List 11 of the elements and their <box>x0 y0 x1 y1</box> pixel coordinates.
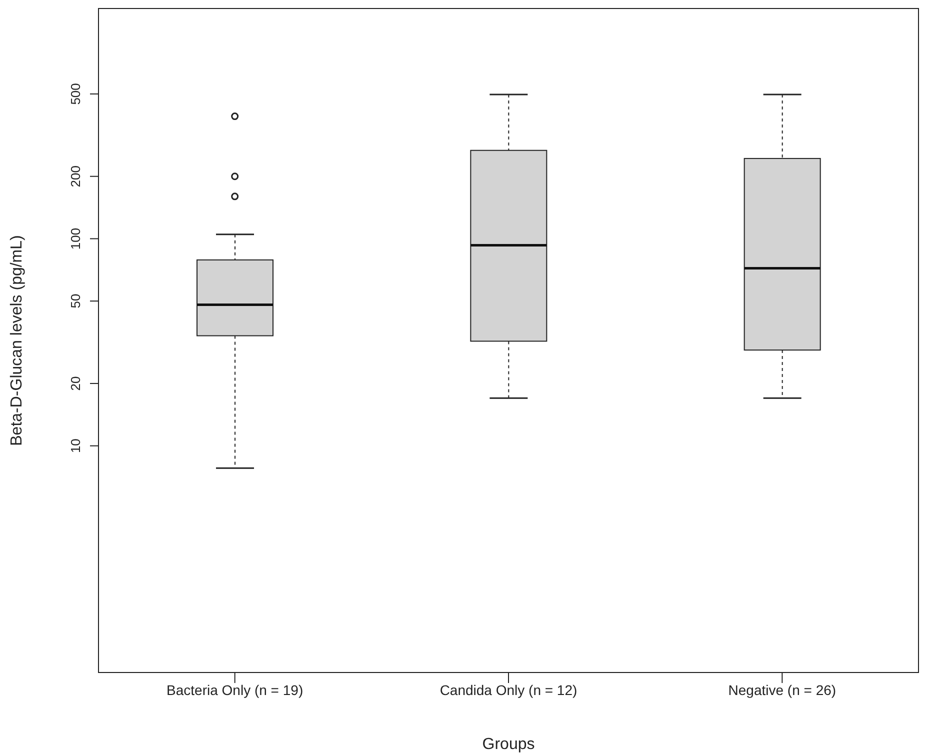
y-tick-label: 10 <box>68 438 83 454</box>
y-axis-title: Beta-D-Glucan levels (pg/mL) <box>8 235 26 446</box>
y-tick-label: 20 <box>68 376 83 391</box>
x-tick-label: Negative (n = 26) <box>728 682 836 698</box>
y-tick-label: 200 <box>68 166 83 188</box>
y-tick-label: 500 <box>68 83 83 105</box>
x-axis-title: Groups <box>482 736 535 753</box>
y-tick-label: 100 <box>68 228 83 250</box>
x-tick-label: Bacteria Only (n = 19) <box>166 682 304 698</box>
x-tick-label: Candida Only (n = 12) <box>440 682 578 698</box>
y-tick-label: 50 <box>68 294 83 308</box>
